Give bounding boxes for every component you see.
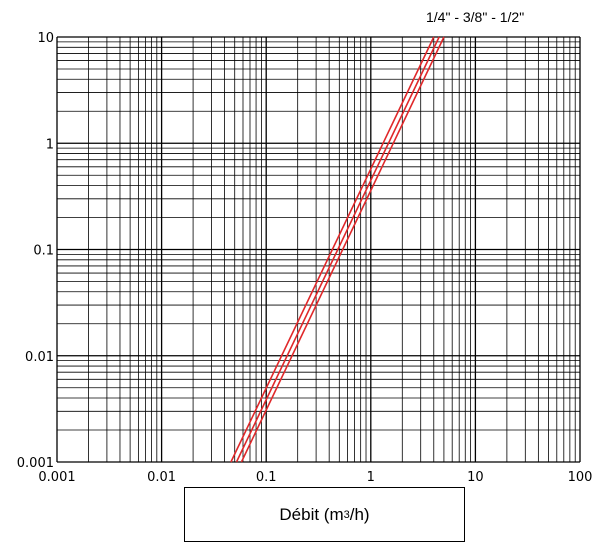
y-tick-label: 0.1 xyxy=(33,244,54,259)
x-tick-label: 0.001 xyxy=(38,470,75,485)
series-lines xyxy=(230,36,445,463)
x-tick-label: 10 xyxy=(467,470,484,485)
x-tick-label: 100 xyxy=(568,470,593,485)
series-line-3 xyxy=(240,36,445,463)
x-axis-label-superscript: 3 xyxy=(343,508,350,521)
x-tick-label: 0.1 xyxy=(256,470,277,485)
x-tick-label: 1 xyxy=(367,470,375,485)
series-label: 1/4" - 3/8" - 1/2" xyxy=(426,9,524,25)
x-tick-label: 0.01 xyxy=(147,470,176,485)
y-tick-label: 10 xyxy=(37,31,54,46)
chart-grid xyxy=(56,36,581,463)
x-axis-label-prefix: Débit (m xyxy=(279,504,344,524)
series-line-1 xyxy=(230,36,435,463)
series-line-2 xyxy=(235,36,440,463)
y-tick-label: 0.01 xyxy=(25,350,54,365)
y-tick-label: 0.001 xyxy=(17,456,54,471)
x-tick-labels: 0.001 0.01 0.1 1 10 100 xyxy=(38,470,592,485)
y-tick-labels: 0.001 0.01 0.1 1 10 xyxy=(17,31,54,471)
x-axis-label-suffix: /h) xyxy=(349,504,370,524)
x-axis-label: Débit (m 3/h) xyxy=(184,487,465,542)
y-tick-label: 1 xyxy=(46,137,54,152)
